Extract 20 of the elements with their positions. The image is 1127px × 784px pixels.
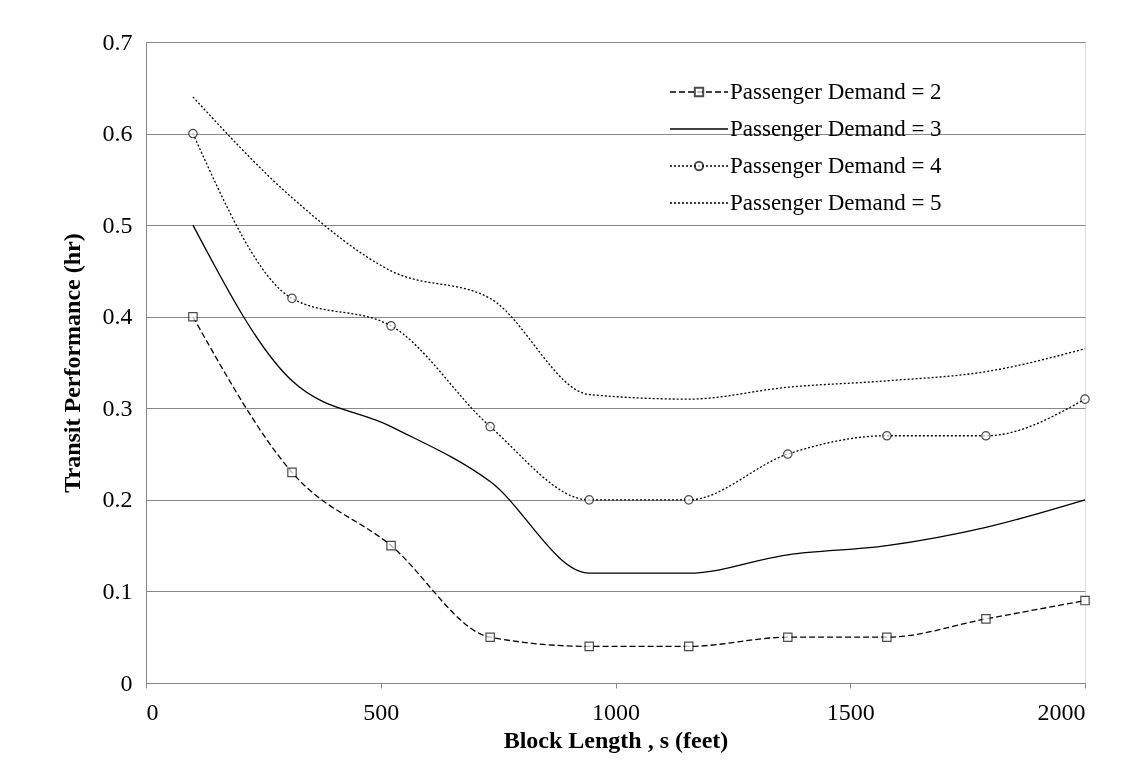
- y-tick-label: 0.6: [102, 120, 133, 147]
- y-tick-label: 0.2: [102, 486, 133, 513]
- x-axis-title: Block Length , s (feet): [503, 726, 729, 753]
- legend-label: Passenger Demand = 5: [730, 190, 942, 215]
- legend-label: Passenger Demand = 3: [730, 116, 942, 141]
- y-tick-label: 0.4: [102, 303, 133, 330]
- x-tick-label: 0: [146, 698, 159, 725]
- x-tick-label: 500: [363, 698, 400, 725]
- y-axis-title: Transit Performance (hr): [58, 233, 85, 493]
- x-tick-label: 1500: [826, 698, 875, 725]
- y-tick-label: 0.1: [102, 577, 133, 604]
- legend-label: Passenger Demand = 4: [730, 153, 943, 178]
- x-tick-label: 2000: [1037, 698, 1086, 725]
- y-tick-label: 0.3: [102, 394, 133, 421]
- y-tick-label: 0.5: [102, 211, 133, 238]
- line-series: [192, 224, 1086, 574]
- legend-label: Passenger Demand = 2: [730, 79, 942, 104]
- y-tick-label: 0.7: [102, 28, 133, 55]
- x-tick-label: 1000: [592, 698, 640, 725]
- y-tick-label: 0: [120, 669, 133, 696]
